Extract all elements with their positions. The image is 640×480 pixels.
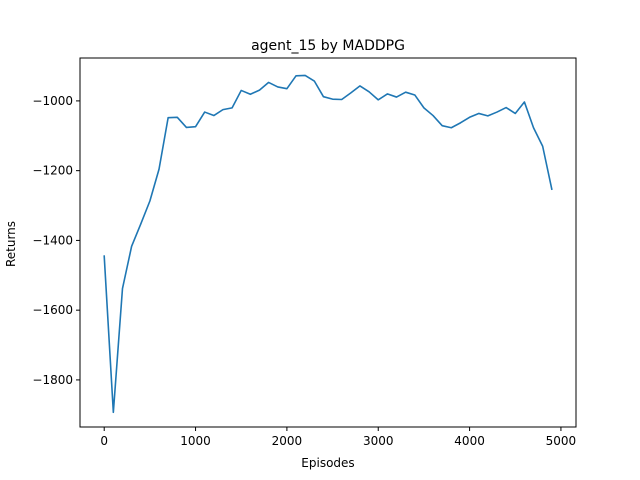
y-tick-label: −1400 — [32, 233, 73, 247]
y-tick-label: −1600 — [32, 303, 73, 317]
x-tick-label: 0 — [100, 434, 108, 448]
y-axis-label: Returns — [4, 221, 18, 267]
y-axis: −1800 −1600 −1400 −1200 −1000 — [32, 94, 80, 387]
x-tick-label: 5000 — [546, 434, 577, 448]
chart-title: agent_15 by MADDPG — [251, 38, 405, 54]
x-tick-label: 1000 — [180, 434, 211, 448]
plot-frame — [79, 57, 577, 428]
y-tick-label: −1000 — [32, 94, 73, 108]
x-tick-label: 2000 — [272, 434, 303, 448]
x-axis-label: Episodes — [301, 456, 354, 470]
y-tick-label: −1800 — [32, 373, 73, 387]
x-tick-label: 3000 — [363, 434, 394, 448]
series-line-0 — [103, 74, 553, 414]
plot-area — [79, 57, 577, 428]
x-axis: 0 1000 2000 3000 4000 5000 — [100, 427, 576, 448]
y-tick-label: −1200 — [32, 164, 73, 178]
x-tick-label: 4000 — [454, 434, 485, 448]
